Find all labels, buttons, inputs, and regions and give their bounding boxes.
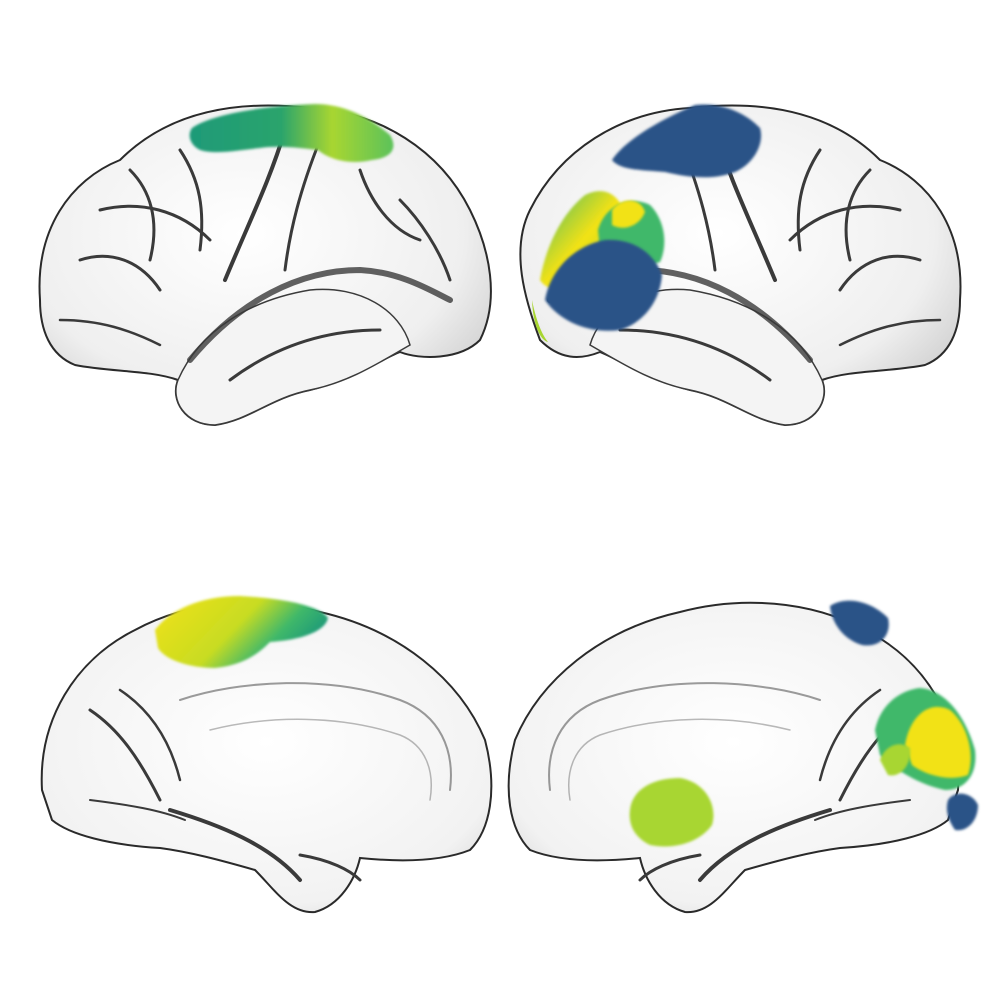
right-medial-occipital-activation-4 (946, 793, 978, 831)
right-medial-occipital-activation-2 (905, 706, 971, 778)
left-medial-view (40, 596, 493, 914)
right-lateral-view (519, 104, 962, 427)
right-medial-occipital-activation-3 (880, 744, 911, 776)
right-medial-superior-activation (830, 600, 889, 646)
right-lateral-occipital-activation (532, 300, 548, 342)
left-lateral-sulci (58, 128, 453, 382)
right-lateral-parietal-activation (545, 239, 662, 331)
right-temporal-lobe (589, 288, 825, 426)
right-medial-view (507, 600, 978, 914)
right-medial-temporal-activation (629, 778, 714, 847)
left-lateral-superior-activation (189, 104, 394, 162)
left-medial-superior-activation (155, 596, 328, 668)
left-medial-sulci (88, 682, 452, 882)
right-lateral-posterior-activation-1 (540, 191, 625, 290)
right-medial-sulci (548, 682, 912, 882)
right-lateral-posterior-activation-3 (612, 200, 645, 228)
left-medial-cortex (40, 601, 493, 914)
left-lateral-view (38, 104, 492, 427)
right-lateral-superior-activation (612, 104, 762, 178)
left-temporal-lobe (175, 288, 411, 426)
right-medial-cortex (507, 601, 960, 914)
